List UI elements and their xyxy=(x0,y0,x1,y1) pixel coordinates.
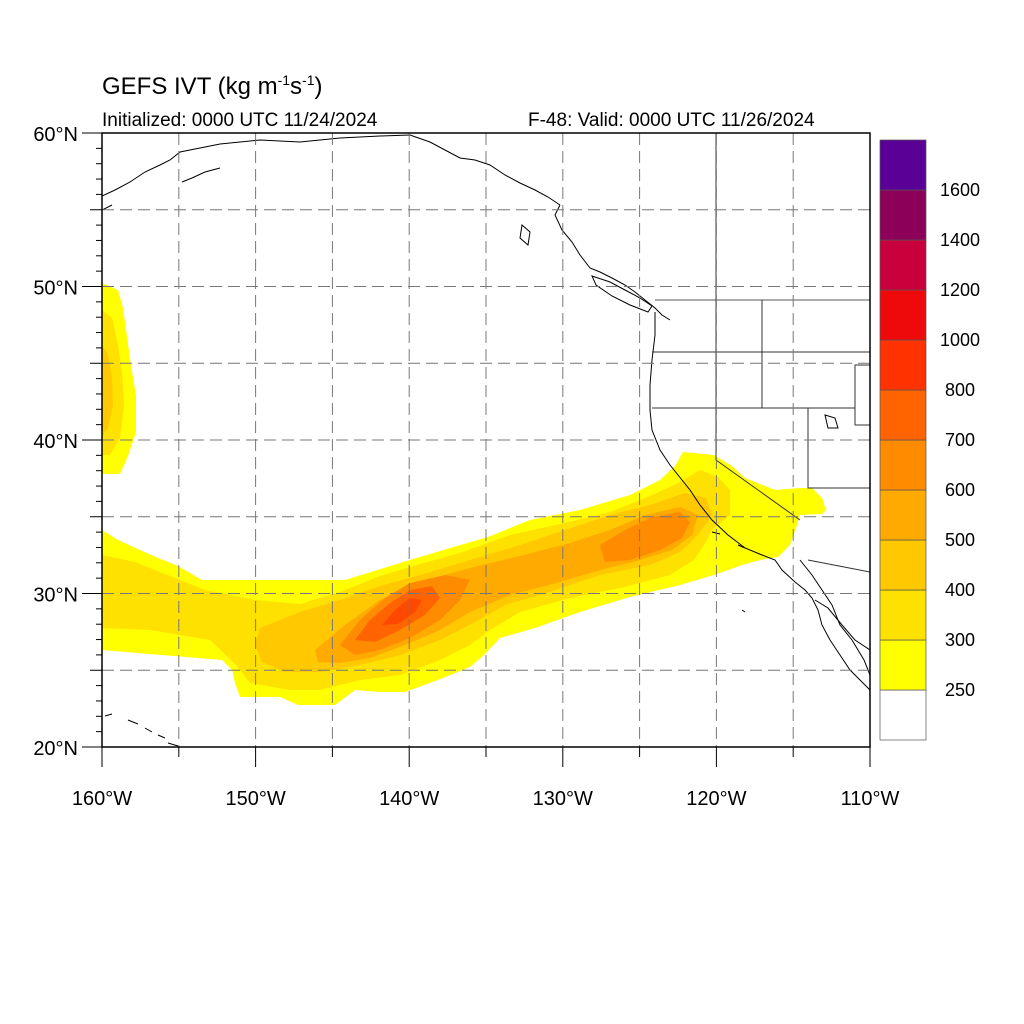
colorbar-swatch xyxy=(879,389,927,441)
alaska-islands xyxy=(102,167,221,211)
colorbar-label: 1600 xyxy=(940,180,980,200)
lat-tick-label: 30°N xyxy=(33,585,78,607)
colorbar-swatch xyxy=(879,189,927,241)
colorbar-label: 250 xyxy=(945,680,975,700)
colorbar-label: 600 xyxy=(945,480,975,500)
ivt-contour-800 xyxy=(382,598,422,625)
lon-tick-label: 130°W xyxy=(533,788,593,810)
ivt-contour-400-west xyxy=(102,345,113,436)
colorbar-swatch xyxy=(879,689,927,741)
great-salt-lake xyxy=(824,414,839,429)
lon-tick-label: 150°W xyxy=(225,788,285,810)
colorbar-label: 800 xyxy=(945,380,975,400)
gridlines xyxy=(102,133,870,747)
mexico-coastline xyxy=(814,599,870,651)
colorbar-swatch xyxy=(879,639,927,691)
ivt-contour-600 xyxy=(340,512,690,655)
colorbar-label: 1000 xyxy=(940,330,980,350)
colorbar-label: 700 xyxy=(945,430,975,450)
lat-tick-label: 50°N xyxy=(33,278,78,300)
colorbar-label: 1400 xyxy=(940,230,980,250)
colorbar-swatch xyxy=(879,589,927,641)
axis-labels: 160°W 150°W 140°W 130°W 120°W 110°W 20°N 30°N 40… xyxy=(33,124,899,810)
colorbar: 250 300 400 500 600 700 800 1000 1200 1400 1600 xyxy=(879,139,980,741)
lon-tick-label: 140°W xyxy=(379,788,439,810)
colorbar-label: 1200 xyxy=(940,280,980,300)
coastlines xyxy=(102,133,870,747)
axis-ticks xyxy=(82,132,871,767)
map-title: GEFS IVT (kg m-1s-1) xyxy=(102,72,323,100)
colorbar-swatch xyxy=(879,139,927,191)
colorbar-swatch xyxy=(879,439,927,491)
haida-gwaii xyxy=(519,224,531,246)
lon-tick-label: 120°W xyxy=(686,788,746,810)
lon-tick-label: 160°W xyxy=(72,788,132,810)
colorbar-swatch xyxy=(879,489,927,541)
hawaii-islands xyxy=(104,713,179,747)
colorbar-swatch xyxy=(879,339,927,391)
vancouver-island xyxy=(591,275,653,313)
colorbar-swatch xyxy=(879,539,927,591)
colorbar-label: 400 xyxy=(945,580,975,600)
lon-tick-label: 110°W xyxy=(841,788,900,810)
initialized-label: Initialized: 0000 UTC 11/24/2024 xyxy=(102,110,378,131)
colorbar-swatch xyxy=(879,289,927,341)
colorbar-label: 300 xyxy=(945,630,975,650)
valid-time-label: F-48: Valid: 0000 UTC 11/26/2024 xyxy=(528,110,815,131)
colorbar-swatch xyxy=(879,239,927,291)
alaska-coastline xyxy=(102,134,561,206)
ivt-field xyxy=(102,283,826,705)
baja-coastline xyxy=(799,559,870,676)
colorbar-label: 500 xyxy=(945,530,975,550)
lat-tick-label: 20°N xyxy=(33,738,78,760)
lat-tick-label: 60°N xyxy=(33,124,78,146)
bc-coastline xyxy=(554,204,671,321)
lat-tick-label: 40°N xyxy=(33,431,78,453)
